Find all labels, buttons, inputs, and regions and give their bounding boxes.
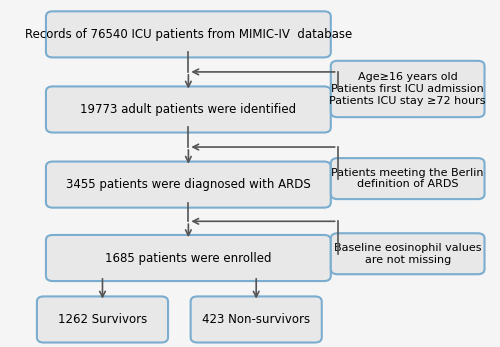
FancyBboxPatch shape [331, 158, 484, 199]
FancyBboxPatch shape [46, 11, 331, 57]
FancyBboxPatch shape [37, 296, 168, 342]
Text: Age≥16 years old
Patients first ICU admission
Patients ICU stay ≥72 hours: Age≥16 years old Patients first ICU admi… [330, 73, 486, 105]
Text: Patients meeting the Berlin
definition of ARDS: Patients meeting the Berlin definition o… [332, 168, 484, 189]
Text: 1262 Survivors: 1262 Survivors [58, 313, 147, 326]
Text: Records of 76540 ICU patients from MIMIC-IV  database: Records of 76540 ICU patients from MIMIC… [25, 28, 352, 41]
Text: 19773 adult patients were identified: 19773 adult patients were identified [80, 103, 296, 116]
FancyBboxPatch shape [46, 235, 331, 281]
Text: 3455 patients were diagnosed with ARDS: 3455 patients were diagnosed with ARDS [66, 178, 311, 191]
FancyBboxPatch shape [190, 296, 322, 342]
Text: 1685 patients were enrolled: 1685 patients were enrolled [105, 252, 272, 264]
FancyBboxPatch shape [331, 233, 484, 274]
FancyBboxPatch shape [46, 86, 331, 133]
FancyBboxPatch shape [46, 162, 331, 208]
Text: Baseline eosinophil values
are not missing: Baseline eosinophil values are not missi… [334, 243, 482, 264]
Text: 423 Non-survivors: 423 Non-survivors [202, 313, 310, 326]
FancyBboxPatch shape [331, 61, 484, 117]
